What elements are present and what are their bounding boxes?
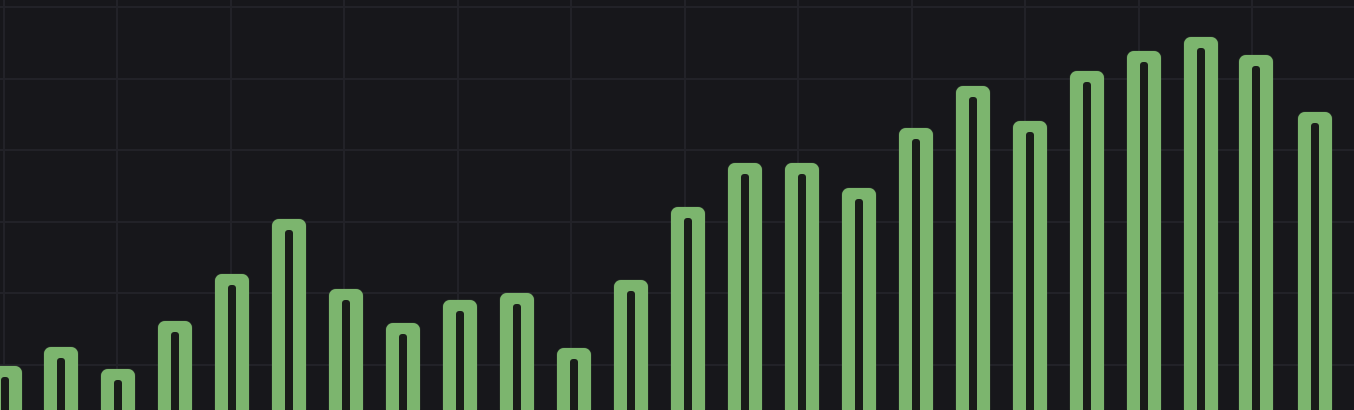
volume-bar <box>101 369 135 410</box>
volume-bar <box>158 321 192 410</box>
v-gridline <box>684 0 686 410</box>
h-gridline <box>0 6 1354 8</box>
volume-bar <box>44 347 78 410</box>
volume-bar <box>1070 71 1104 410</box>
volume-bar-inner-slit <box>1197 48 1205 410</box>
volume-bar <box>329 289 363 410</box>
volume-bar <box>1298 112 1332 410</box>
volume-bar <box>614 280 648 410</box>
volume-bar <box>557 348 591 410</box>
volume-bar-inner-slit <box>969 97 977 410</box>
volume-bar <box>386 323 420 410</box>
volume-bar <box>1184 37 1218 410</box>
volume-bar <box>785 163 819 410</box>
volume-bar <box>272 219 306 410</box>
volume-bar-inner-slit <box>228 285 236 410</box>
h-gridline <box>0 149 1354 151</box>
volume-bar-inner-slit <box>456 311 464 410</box>
volume-bar <box>0 366 22 410</box>
volume-bar-inner-slit <box>1140 62 1148 410</box>
volume-bar-inner-slit <box>627 291 635 410</box>
volume-bar-inner-slit <box>57 358 65 410</box>
volume-bar <box>443 300 477 410</box>
volume-bar-inner-slit <box>798 174 806 410</box>
volume-bar-inner-slit <box>1026 132 1034 410</box>
volume-bar-inner-slit <box>1311 123 1319 410</box>
v-gridline <box>3 0 5 410</box>
volume-bar <box>671 207 705 410</box>
volume-bar <box>1013 121 1047 410</box>
v-gridline <box>457 0 459 410</box>
volume-bar-inner-slit <box>171 332 179 410</box>
volume-bar-inner-slit <box>342 300 350 410</box>
volume-bar <box>1127 51 1161 410</box>
v-gridline <box>230 0 232 410</box>
volume-bar-inner-slit <box>114 380 122 410</box>
volume-bar <box>842 188 876 410</box>
volume-bar-inner-slit <box>1252 66 1260 410</box>
volume-bar-inner-slit <box>912 139 920 410</box>
volume-bar-inner-slit <box>1083 82 1091 410</box>
volume-bar-inner-slit <box>741 174 749 410</box>
volume-bar-inner-slit <box>570 359 578 410</box>
volume-bar <box>728 163 762 410</box>
v-gridline <box>343 0 345 410</box>
h-gridline <box>0 78 1354 80</box>
volume-bar-inner-slit <box>513 304 521 410</box>
volume-bar-inner-slit <box>684 218 692 410</box>
v-gridline <box>570 0 572 410</box>
volume-bar <box>956 86 990 410</box>
volume-bar-inner-slit <box>399 334 407 410</box>
volume-bar <box>1239 55 1273 410</box>
volume-bar-inner-slit <box>1 377 9 410</box>
volume-bar-inner-slit <box>855 199 863 410</box>
v-gridline <box>116 0 118 410</box>
volume-bar <box>899 128 933 410</box>
volume-bar <box>500 293 534 410</box>
volume-bar <box>215 274 249 410</box>
volume-bar-inner-slit <box>285 230 293 410</box>
